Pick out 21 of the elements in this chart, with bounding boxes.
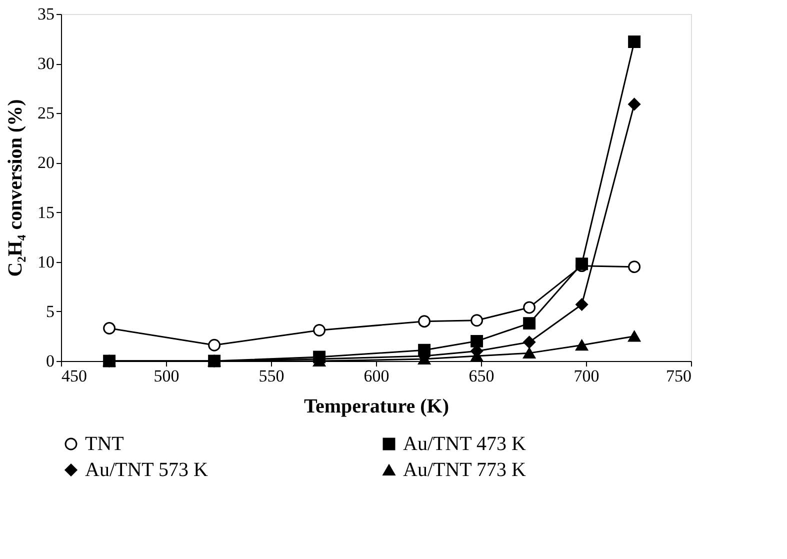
y-tick-label: 5 bbox=[46, 302, 54, 321]
y-tick-label: 20 bbox=[38, 153, 54, 172]
legend-label: TNT bbox=[85, 433, 124, 455]
x-tick-label: 500 bbox=[154, 366, 180, 386]
x-tick-label: 450 bbox=[62, 366, 87, 386]
y-tick-label: 10 bbox=[38, 252, 54, 272]
y-tick-label: 35 bbox=[38, 4, 54, 24]
legend-label: Au/TNT 773 K bbox=[403, 459, 527, 481]
y-tick-label: 30 bbox=[38, 54, 54, 74]
x-tick-label: 650 bbox=[468, 366, 494, 386]
y-tick-label: 15 bbox=[38, 202, 54, 222]
legend-label: Au/TNT 573 K bbox=[85, 459, 209, 481]
x-tick-label: 750 bbox=[666, 366, 692, 386]
legend-label: Au/TNT 473 K bbox=[403, 433, 527, 455]
x-tick-label: 600 bbox=[364, 366, 390, 386]
x-axis-title: Temperature (K) bbox=[304, 396, 449, 418]
x-tick-label: 550 bbox=[258, 366, 284, 386]
y-tick-label: 25 bbox=[38, 104, 54, 123]
y-axis-title: C₂H₄ conversion (%) bbox=[4, 99, 26, 277]
x-tick-label: 700 bbox=[574, 366, 600, 386]
y-tick-label: 0 bbox=[46, 352, 54, 370]
